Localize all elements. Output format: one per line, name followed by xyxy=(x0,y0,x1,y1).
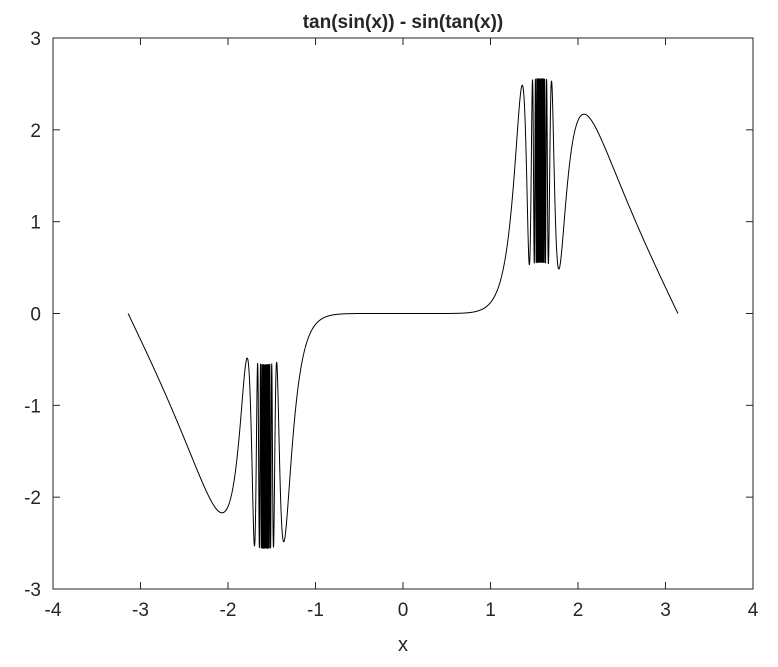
y-tick-label-1: -2 xyxy=(24,488,41,509)
chart-title: tan(sin(x)) - sin(tan(x)) xyxy=(303,12,504,33)
y-tick-label-4: 1 xyxy=(30,213,41,234)
x-tick-label-8: 4 xyxy=(748,600,759,621)
x-tick-label-0: -4 xyxy=(45,600,62,621)
y-tick-label-0: -3 xyxy=(24,580,41,601)
x-tick-label-6: 2 xyxy=(573,600,584,621)
plot-layer xyxy=(127,78,679,549)
x-tick-label-7: 3 xyxy=(660,600,671,621)
x-axis-label: x xyxy=(398,634,408,656)
y-axis: -3 -2 -1 0 1 2 3 xyxy=(24,29,753,601)
y-tick-label-2: -1 xyxy=(24,396,41,417)
series-line-0 xyxy=(127,78,679,549)
x-tick-label-4: 0 xyxy=(398,600,409,621)
y-tick-label-3: 0 xyxy=(30,305,41,326)
x-tick-label-5: 1 xyxy=(485,600,496,621)
y-tick-label-5: 2 xyxy=(30,121,41,142)
x-tick-label-3: -1 xyxy=(307,600,324,621)
x-tick-label-1: -3 xyxy=(132,600,149,621)
x-axis: -4 -3 -2 -1 0 1 2 3 4 xyxy=(45,38,759,621)
y-tick-label-6: 3 xyxy=(30,29,41,50)
x-tick-label-2: -2 xyxy=(220,600,237,621)
